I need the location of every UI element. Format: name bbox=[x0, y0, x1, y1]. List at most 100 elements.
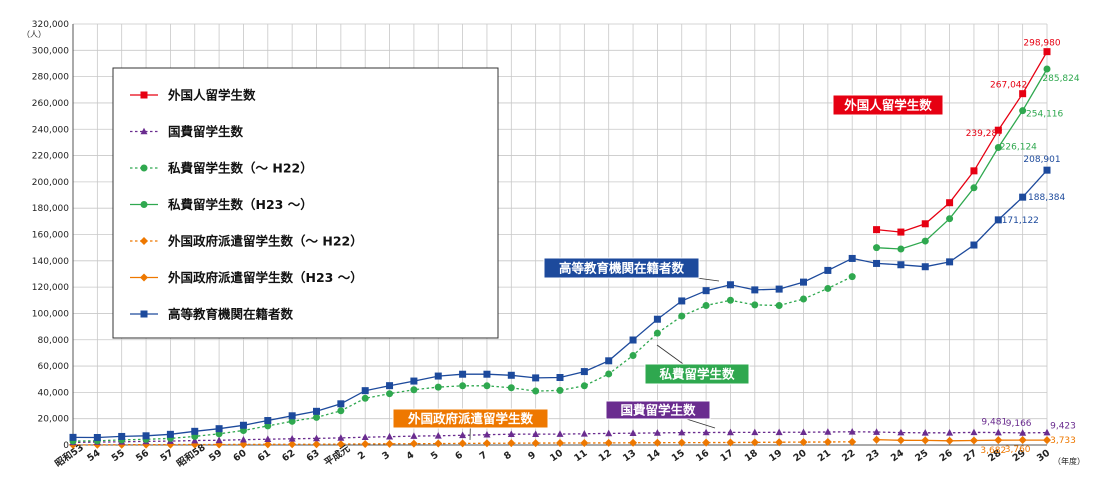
data-point bbox=[677, 438, 686, 447]
data-point bbox=[580, 382, 588, 390]
data-point bbox=[215, 436, 223, 444]
data-point bbox=[946, 215, 954, 223]
data-point bbox=[873, 428, 881, 435]
data-point bbox=[921, 263, 929, 271]
data-point bbox=[848, 428, 856, 435]
data-point bbox=[142, 432, 150, 440]
data-point bbox=[507, 384, 515, 392]
x-tick-label: 昭和53 bbox=[53, 441, 86, 469]
data-point bbox=[313, 407, 320, 415]
data-point bbox=[483, 370, 491, 378]
x-tick-label: 7 bbox=[478, 450, 490, 463]
data-label: 9,166 bbox=[1006, 419, 1032, 429]
y-tick-label: 100,000 bbox=[32, 309, 69, 319]
data-point bbox=[263, 440, 272, 449]
x-tick-label: 62 bbox=[280, 448, 297, 465]
callout-box bbox=[543, 257, 700, 279]
x-tick-label: 10 bbox=[548, 447, 565, 464]
x-tick-label: 9 bbox=[526, 450, 538, 463]
x-tick-label: 6 bbox=[453, 449, 465, 462]
data-point bbox=[970, 241, 978, 249]
data-point bbox=[1018, 436, 1027, 445]
x-tick-label: 21 bbox=[816, 448, 833, 465]
data-point bbox=[751, 301, 759, 309]
x-tick-label: 12 bbox=[597, 448, 614, 465]
data-point bbox=[823, 437, 832, 446]
data-point bbox=[678, 297, 686, 305]
data-point bbox=[410, 386, 418, 394]
callout-box bbox=[605, 400, 711, 420]
data-label: 9,481 bbox=[981, 418, 1007, 428]
callout-label: 私費留学生数 bbox=[658, 367, 735, 382]
data-point bbox=[313, 413, 320, 421]
legend-label: 外国人留学生数 bbox=[167, 88, 256, 103]
data-point bbox=[848, 254, 856, 262]
y-tick-label: 300,000 bbox=[32, 46, 69, 56]
data-point bbox=[532, 387, 540, 395]
data-point bbox=[678, 428, 686, 436]
data-point bbox=[288, 417, 296, 425]
data-point bbox=[434, 431, 442, 439]
data-point bbox=[605, 370, 613, 378]
data-point bbox=[507, 430, 515, 438]
x-tick-label: 25 bbox=[913, 448, 930, 465]
data-point bbox=[897, 228, 905, 236]
data-point bbox=[751, 428, 759, 436]
data-point bbox=[970, 167, 978, 175]
x-tick-label: 56 bbox=[134, 447, 151, 464]
data-point bbox=[483, 382, 491, 390]
y-tick-label: 80,000 bbox=[38, 336, 70, 346]
y-tick-label: 280,000 bbox=[32, 73, 69, 83]
x-tick-label: 4 bbox=[405, 449, 417, 462]
data-point bbox=[653, 329, 661, 337]
data-point bbox=[288, 440, 297, 449]
data-point bbox=[897, 245, 905, 253]
y-tick-label: 220,000 bbox=[32, 152, 69, 162]
x-tick-label: 23 bbox=[865, 448, 882, 465]
data-point bbox=[410, 432, 418, 439]
x-tick-label: 26 bbox=[938, 447, 955, 464]
series bbox=[69, 48, 1051, 449]
data-point bbox=[873, 259, 881, 267]
data-point bbox=[264, 422, 272, 430]
data-point bbox=[896, 436, 905, 445]
data-point bbox=[946, 258, 954, 266]
y-tick-label: 0 bbox=[63, 441, 69, 451]
data-point bbox=[702, 302, 710, 310]
data-label: 285,824 bbox=[1042, 74, 1079, 84]
data-point bbox=[264, 435, 272, 443]
y-tick-label: 180,000 bbox=[32, 204, 69, 214]
data-point bbox=[140, 91, 148, 99]
legend-box bbox=[112, 67, 499, 339]
data-point bbox=[678, 312, 686, 320]
legend-label: 私費留学生数（～ H22） bbox=[167, 161, 313, 176]
data-point bbox=[459, 382, 467, 390]
data-point bbox=[775, 302, 783, 310]
x-tick-label: 63 bbox=[304, 448, 321, 465]
data-label: 9,423 bbox=[1050, 422, 1076, 432]
data-point bbox=[970, 184, 978, 192]
data-point bbox=[313, 434, 320, 442]
data-point bbox=[69, 433, 77, 441]
x-tick-label: 61 bbox=[256, 448, 273, 465]
data-point bbox=[166, 430, 174, 438]
data-point bbox=[410, 377, 418, 385]
data-point bbox=[385, 439, 394, 448]
data-point bbox=[970, 428, 978, 436]
series-3 bbox=[873, 65, 1051, 253]
x-tick-label: 19 bbox=[767, 448, 784, 465]
callout-box bbox=[832, 94, 944, 116]
data-point bbox=[994, 436, 1003, 445]
data-point bbox=[726, 281, 734, 289]
data-point bbox=[799, 438, 808, 447]
series-line bbox=[876, 51, 1048, 233]
data-point bbox=[556, 374, 564, 382]
series-line bbox=[876, 439, 1047, 442]
data-label: 254,116 bbox=[1026, 110, 1063, 120]
series-line bbox=[876, 68, 1048, 250]
data-point bbox=[140, 237, 148, 245]
data-point bbox=[605, 357, 613, 365]
data-point bbox=[1043, 166, 1051, 174]
data-point bbox=[994, 428, 1002, 436]
data-point bbox=[434, 372, 442, 380]
